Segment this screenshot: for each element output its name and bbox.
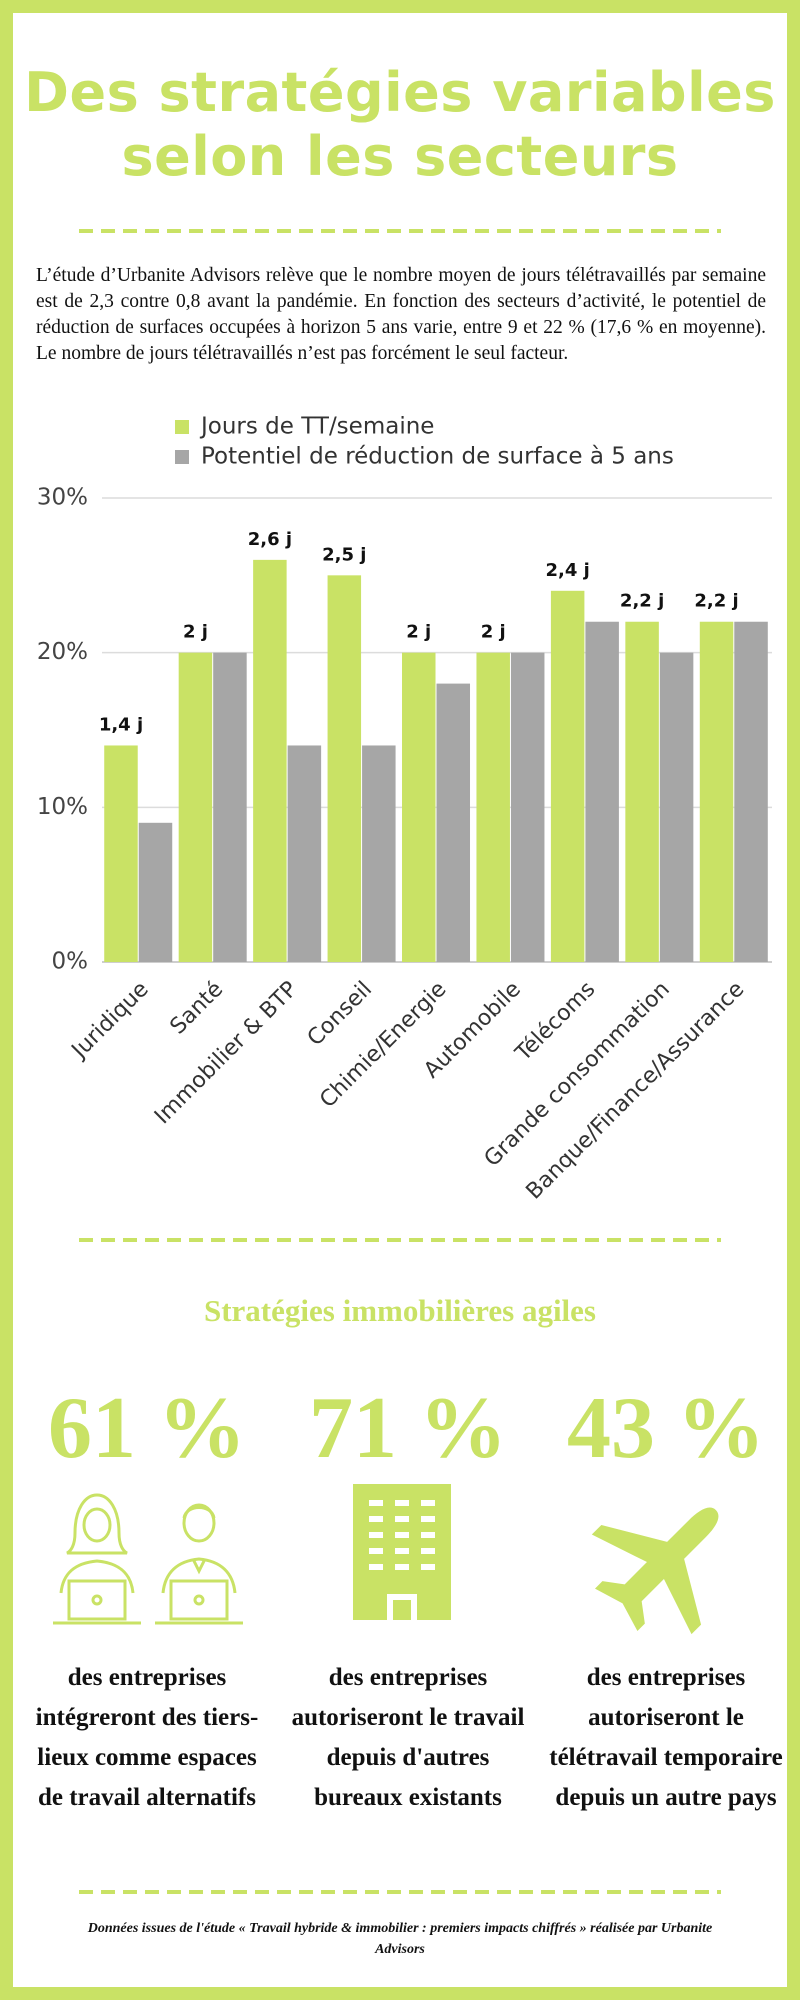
bar bbox=[476, 652, 510, 962]
y-tick-label: 20% bbox=[37, 639, 88, 665]
x-tick-label: Immobilier & BTP bbox=[150, 977, 302, 1129]
bar bbox=[104, 745, 138, 962]
stat-text: des entreprises intégreront des tiers-li… bbox=[35, 1664, 259, 1811]
x-tick-label: Santé bbox=[166, 977, 229, 1040]
stat-number: 61 % bbox=[48, 1380, 246, 1477]
person bbox=[53, 1493, 141, 1625]
bar bbox=[178, 652, 213, 962]
plane-icon bbox=[591, 1507, 719, 1635]
legend-label: Jours de TT/semaine bbox=[199, 414, 434, 440]
y-tick-label: 10% bbox=[37, 794, 88, 820]
people-icon bbox=[53, 1493, 243, 1625]
bar bbox=[362, 745, 396, 962]
value-label: 2,5 j bbox=[322, 544, 366, 565]
y-tick-label: 0% bbox=[52, 949, 89, 975]
bar bbox=[402, 652, 436, 962]
bar bbox=[659, 652, 694, 962]
bar bbox=[138, 822, 173, 962]
value-label: 2,6 j bbox=[248, 529, 292, 550]
value-label: 2,2 j bbox=[620, 591, 664, 612]
bar bbox=[734, 621, 768, 962]
legend-swatch bbox=[175, 420, 189, 434]
bar bbox=[550, 590, 585, 962]
bar bbox=[253, 559, 287, 962]
x-tick-label: Conseil bbox=[303, 977, 377, 1051]
bar bbox=[213, 652, 247, 962]
bar bbox=[510, 652, 545, 962]
stat-number: 43 % bbox=[567, 1380, 765, 1477]
intro-text: L’étude d’Urbanite Advisors relève que l… bbox=[36, 265, 766, 364]
x-tick-label: Chimie/Energie bbox=[315, 977, 451, 1113]
building-icon bbox=[353, 1484, 451, 1620]
footer-source: Données issues de l'étude « Travail hybr… bbox=[87, 1921, 713, 1957]
x-tick-label: Juridique bbox=[66, 977, 154, 1065]
value-label: 2,2 j bbox=[694, 591, 738, 612]
stat-number: 71 % bbox=[309, 1380, 507, 1477]
value-label: 2,4 j bbox=[545, 560, 589, 581]
bar bbox=[287, 745, 322, 962]
panel: Des stratégies variables selon les secte… bbox=[13, 13, 787, 1987]
legend-label: Potentiel de réduction de surface à 5 an… bbox=[201, 444, 674, 470]
y-tick-label: 30% bbox=[37, 485, 88, 511]
value-label: 2 j bbox=[183, 622, 208, 643]
bar bbox=[699, 621, 734, 962]
bar bbox=[436, 683, 471, 962]
legend-swatch bbox=[175, 450, 189, 464]
bar bbox=[585, 621, 619, 962]
section-title: Stratégies immobilières agiles bbox=[203, 1293, 596, 1328]
stat-text: des entreprises autoriseront le travail … bbox=[291, 1664, 525, 1811]
person bbox=[155, 1503, 243, 1625]
stat-text: des entreprises autoriseront le télétrav… bbox=[549, 1664, 783, 1811]
value-label: 2 j bbox=[481, 622, 506, 643]
value-label: 1,4 j bbox=[99, 714, 143, 735]
bar bbox=[625, 621, 659, 962]
chart: Jours de TT/semaine Potentiel de réductio… bbox=[37, 229, 772, 1894]
page-title: Des stratégies variables selon les secte… bbox=[24, 61, 776, 188]
value-label: 2 j bbox=[406, 622, 431, 643]
bar bbox=[327, 575, 362, 962]
